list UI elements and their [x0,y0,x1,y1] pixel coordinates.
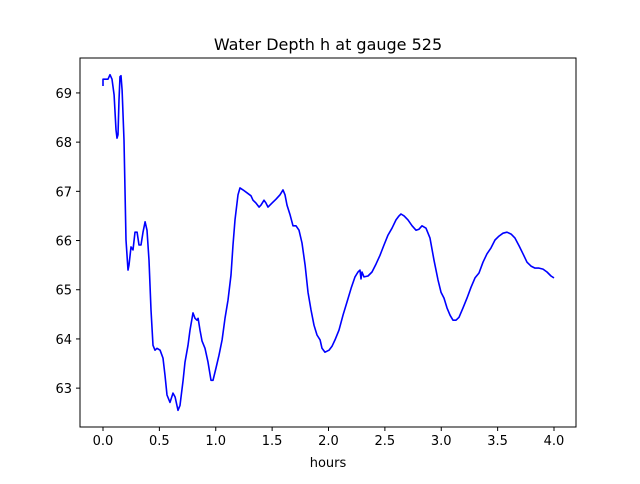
y-axis: 63 64 65 66 67 68 69 [55,87,80,397]
y-tick-label: 63 [55,382,72,397]
y-tick-label: 69 [55,87,72,102]
x-tick-label: 3.5 [487,434,508,449]
y-tick-label: 68 [55,136,72,151]
y-tick-label: 67 [55,185,72,200]
plot-frame [79,57,577,428]
x-tick-label: 2.0 [318,434,339,449]
x-tick-label: 0.0 [93,434,114,449]
y-tick-label: 64 [55,333,72,348]
x-tick-label: 1.5 [262,434,283,449]
x-tick-label: 1.0 [205,434,226,449]
x-tick-label: 4.0 [544,434,565,449]
y-tick-label: 65 [55,284,72,299]
chart-title: Water Depth h at gauge 525 [214,35,442,54]
x-tick-label: 3.0 [431,434,452,449]
series-line-h [102,73,555,412]
x-tick-label: 0.5 [149,434,170,449]
x-axis: 0.0 0.5 1.0 1.5 2.0 2.5 3.0 3.5 4.0 [93,427,565,449]
y-tick-label: 66 [55,235,72,250]
x-axis-label: hours [310,456,347,471]
x-tick-label: 2.5 [375,434,396,449]
